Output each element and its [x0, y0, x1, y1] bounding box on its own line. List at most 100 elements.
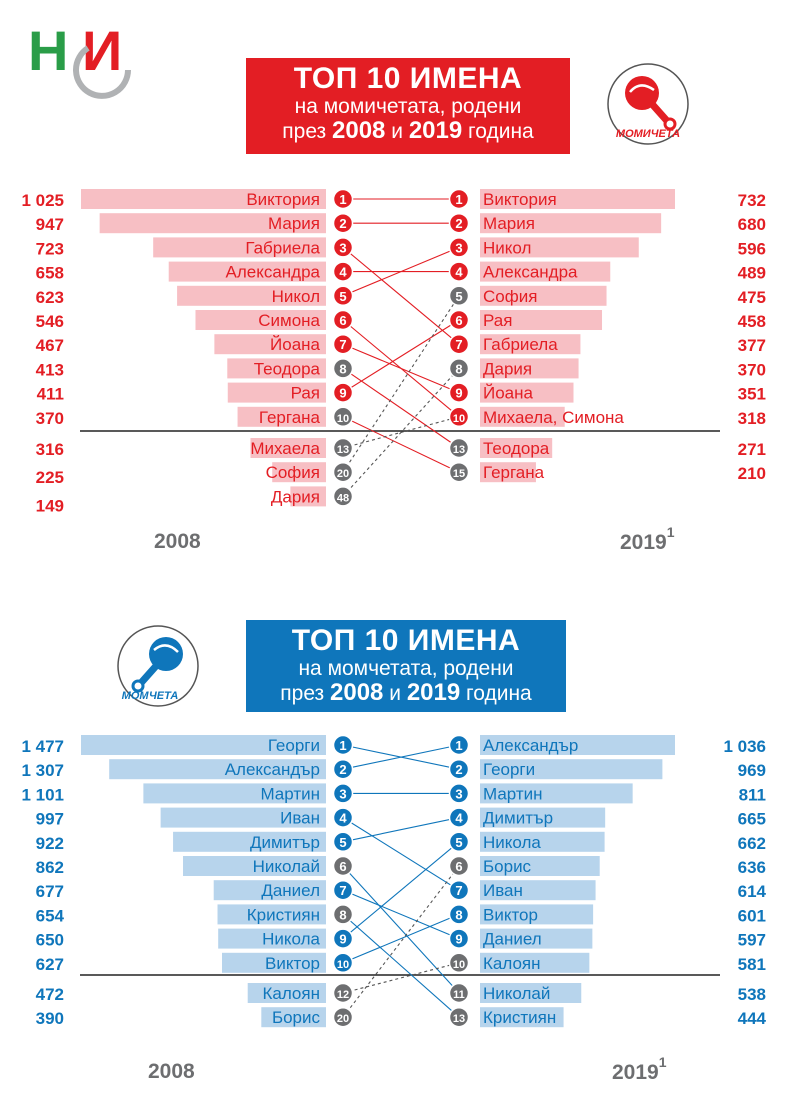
girls-rank-number-2019: 15	[453, 468, 465, 480]
boys-name-2008: Кристиян	[247, 905, 320, 924]
boys-name-2008: Георги	[268, 736, 320, 755]
girls-bar-2008	[214, 334, 326, 355]
boys-value-2019: 811	[739, 785, 766, 804]
girls-name-2019: Гергана	[483, 463, 545, 482]
boys-rank-number-2008: 5	[339, 835, 346, 850]
girls-rank-number-2019: 6	[455, 313, 462, 328]
girls-bar-2019	[480, 462, 536, 483]
girls-value-2019: 351	[738, 385, 766, 404]
girls-rank-number-2019: 4	[455, 265, 463, 280]
boys-rank-connector	[342, 889, 460, 940]
boys-name-2019: Иван	[483, 881, 523, 900]
boys-rank-number-2019: 4	[455, 811, 463, 826]
girls-rank-badge-2008	[332, 309, 354, 331]
girls-bar-2008	[237, 406, 326, 427]
girls-name-2019: Никол	[483, 238, 531, 257]
girls-rattle-icon: МОМИЧЕТА	[607, 63, 689, 145]
girls-rank-number-2019: 10	[453, 413, 465, 425]
girls-rank-number-2019: 5	[455, 289, 462, 304]
boys-name-2019: Александър	[483, 736, 578, 755]
boys-rank-number-2008: 6	[339, 859, 346, 874]
boys-bar-2019	[480, 783, 633, 804]
girls-rank-connector	[342, 319, 460, 394]
boys-value-2019: 969	[738, 761, 766, 780]
boys-value-2008: 677	[36, 882, 64, 901]
boys-rank-number-2019: 5	[455, 835, 462, 850]
girls-rank-connector	[342, 295, 460, 473]
boys-bar-2019	[480, 983, 582, 1003]
boys-value-2008: 922	[36, 834, 64, 853]
boys-rank-number-2008: 12	[337, 989, 349, 1001]
girls-bar-2019	[480, 382, 574, 403]
boys-name-2019: Виктор	[483, 905, 538, 924]
boys-rank-connector	[342, 962, 460, 994]
boys-bar-2008	[109, 759, 326, 780]
boys-bar-2019	[480, 952, 590, 973]
girls-rank-number-2008: 8	[339, 361, 346, 376]
girls-rank-number-2008: 6	[339, 313, 346, 328]
boys-subtitle: на момчетата, родени	[298, 657, 514, 680]
girls-rank-connector	[342, 416, 460, 473]
boys-rank-badge-2008	[332, 1006, 354, 1028]
girls-name-2019: Йоана	[483, 384, 534, 403]
girls-rank-badge-2019	[448, 333, 470, 355]
boys-value-2008: 1 101	[21, 785, 64, 804]
boys-name-2008: Мартин	[260, 784, 320, 803]
boys-name-2019: Калоян	[483, 954, 541, 973]
boys-rank-connector	[342, 817, 460, 891]
boys-bar-2008	[218, 928, 326, 949]
boys-bar-2019	[480, 831, 605, 852]
girls-rank-badge-2008	[332, 237, 354, 258]
girls-subtitle: на момичетата, родени	[294, 95, 522, 118]
boys-bar-2008	[173, 831, 326, 852]
girls-value-2019: 210	[738, 464, 766, 483]
girls-bar-2008	[272, 462, 326, 483]
boys-name-2019: Мартин	[483, 784, 543, 803]
boys-rank-number-2008: 8	[339, 907, 346, 922]
boys-value-2019: 662	[738, 834, 766, 853]
boys-rank-connector	[342, 744, 460, 770]
boys-rank-connector	[342, 865, 460, 1018]
girls-value-2008: 225	[36, 468, 64, 487]
boys-name-2008: Калоян	[262, 984, 320, 1003]
boys-rank-connector	[342, 817, 460, 843]
boys-name-2019: Борис	[483, 857, 532, 876]
girls-rank-number-2019: 8	[455, 361, 462, 376]
boys-bar-2008	[143, 783, 326, 804]
boys-bar-2008	[261, 1007, 326, 1028]
boys-bar-2008	[221, 952, 326, 973]
girls-rank-badge-2008	[332, 461, 354, 483]
boys-badge-label: МОМЧЕТА	[122, 690, 179, 702]
girls-name-2019: Дария	[483, 359, 532, 378]
boys-rank-number-2019: 8	[455, 907, 462, 922]
girls-year-right: 20191	[620, 524, 675, 554]
boys-bar-2019	[480, 904, 594, 925]
girls-name-2019: Александра	[483, 263, 578, 282]
boys-bar-2008	[160, 807, 326, 828]
girls-value-2008: 658	[36, 264, 64, 283]
boys-rank-number-2019: 7	[455, 883, 462, 898]
boys-rank-number-2008: 20	[337, 1013, 349, 1025]
girls-rank-number-2008: 20	[337, 468, 349, 480]
girls-badge-label: МОМИЧЕТА	[616, 128, 680, 140]
boys-name-2008: Димитър	[250, 833, 320, 852]
boys-rank-badge-2019	[448, 928, 470, 949]
boys-bar-2008	[247, 983, 326, 1003]
boys-rank-number-2019: 11	[453, 989, 465, 1001]
girls-rank-number-2008: 13	[337, 444, 349, 456]
boys-year-right: 20191	[612, 1054, 667, 1084]
girls-rank-badge-2008	[332, 333, 354, 355]
boys-name-2019: Николай	[483, 984, 550, 1003]
logo-letter-n: Н	[28, 19, 68, 82]
girls-rank-badge-2008	[332, 358, 354, 379]
girls-rank-number-2008: 4	[339, 265, 347, 280]
girls-bar-2019	[480, 358, 579, 379]
girls-value-2008: 316	[36, 440, 64, 459]
girls-year-left: 2008	[154, 530, 201, 553]
girls-name-2008: Йоана	[270, 335, 321, 354]
girls-rank-badge-2008	[332, 486, 354, 507]
boys-rank-badge-2019	[448, 952, 470, 974]
girls-bar-2019	[480, 285, 607, 306]
